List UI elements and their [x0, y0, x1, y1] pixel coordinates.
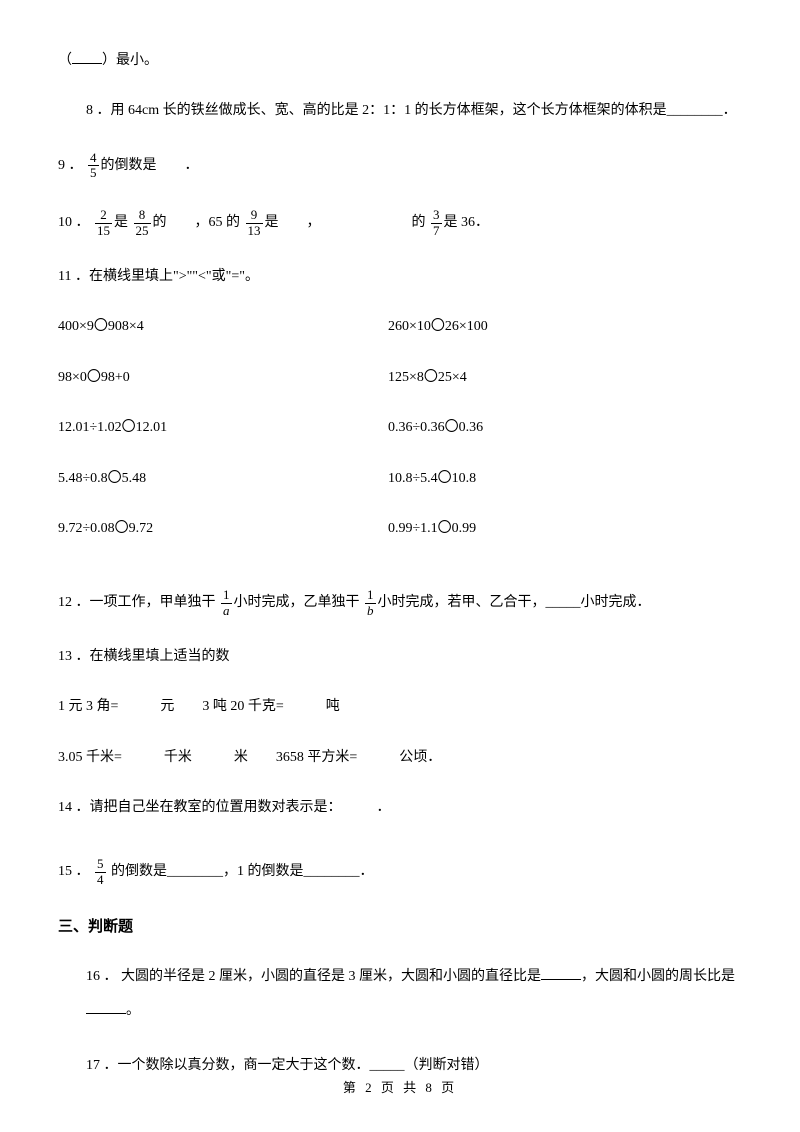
q-cont: （）最小。: [58, 50, 742, 72]
page-footer: 第 2 页 共 8 页: [0, 1077, 800, 1096]
q13: 13 ．在横线里填上适当的数: [58, 646, 742, 668]
frac-9-13: 913: [244, 208, 265, 238]
q12: 12 ．一项工作，甲单独干 1a 小时完成，乙单独干 1b 小时完成，若甲、乙合…: [58, 588, 742, 618]
q14: 14 ．请把自己坐在教室的位置用数对表示是： ．: [58, 797, 742, 819]
cmp-row-0: 400×9〇908×4 260×10〇26×100: [58, 316, 742, 338]
q17: 17 ．一个数除以真分数，商一定大于这个数．_____（判断对错）: [58, 1055, 742, 1077]
frac-4-5: 4 5: [86, 151, 101, 181]
cmp-row-3: 5.48÷0.8〇5.48 10.8÷5.4〇10.8: [58, 468, 742, 490]
q13-2: 3.05 千米= 千米 米 3658 平方米= 公顷．: [58, 747, 742, 769]
frac-3-7: 37: [429, 208, 444, 238]
cmp-row-4: 9.72÷0.08〇9.72 0.99÷1.1〇0.99: [58, 518, 742, 540]
q13-1: 1 元 3 角= 元 3 吨 20 千克= 吨: [58, 696, 742, 718]
q9-num: 9 ．: [58, 158, 83, 173]
frac-1-a: 1a: [219, 588, 234, 618]
cmp-row-2: 12.01÷1.02〇12.01 0.36÷0.36〇0.36: [58, 417, 742, 439]
cmp-row-1: 98×0〇98+0 125×8〇25×4: [58, 367, 742, 389]
frac-8-25: 825: [132, 208, 153, 238]
q16: 16 ． 大圆的半径是 2 厘米，小圆的直径是 3 厘米，大圆和小圆的直径比是，…: [58, 960, 742, 1027]
q8: 8 ．用 64cm 长的铁丝做成长、宽、高的比是 2：1：1 的长方体框架，这个…: [58, 100, 742, 122]
section-3-heading: 三、判断题: [58, 915, 742, 936]
q15: 15 ． 54 的倒数是________，1 的倒数是________．: [58, 857, 742, 887]
frac-2-15: 215: [93, 208, 114, 238]
q9-text: 的倒数是 ．: [101, 158, 199, 173]
frac-1-b: 1b: [363, 588, 378, 618]
q11: 11 ．在横线里填上">""<"或"="。: [58, 266, 742, 288]
q10: 10 ． 215 是 825 的 ，65 的 913 是 ， 的 37 是 36…: [58, 208, 742, 238]
frac-5-4: 54: [93, 857, 108, 887]
q9: 9 ． 4 5 的倒数是 ．: [58, 151, 742, 181]
